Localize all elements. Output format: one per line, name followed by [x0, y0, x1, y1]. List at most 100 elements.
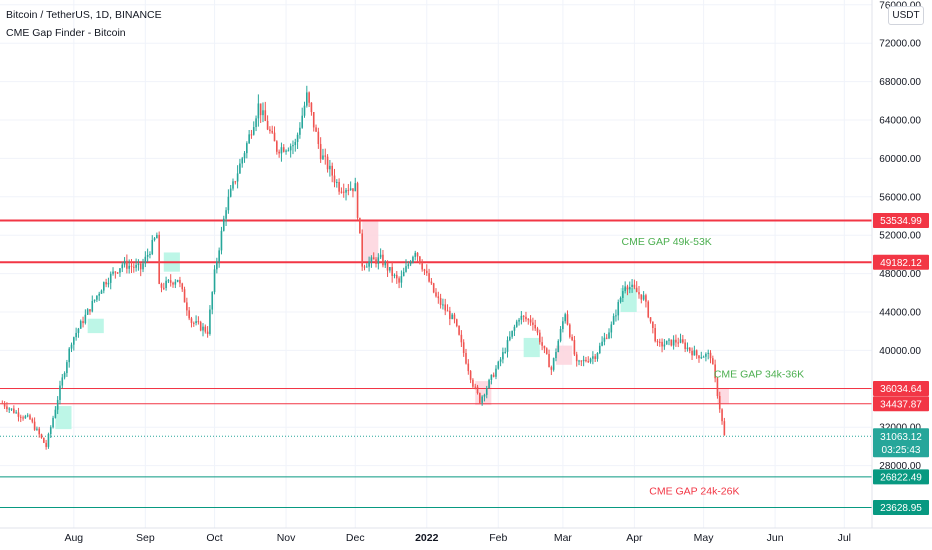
- candle-body: [100, 290, 103, 294]
- gap-box: [55, 406, 72, 430]
- candle-body: [465, 353, 467, 364]
- candle-body: [437, 296, 440, 299]
- candle-body: [299, 127, 301, 135]
- candle-body: [661, 341, 663, 347]
- candle-body: [107, 282, 110, 285]
- candle-body: [188, 310, 190, 319]
- candle-body: [594, 356, 596, 359]
- candle-body: [24, 416, 27, 419]
- candle-body: [712, 358, 714, 365]
- candle-body: [624, 286, 626, 292]
- candle-body: [596, 353, 599, 359]
- candle-body: [610, 324, 613, 333]
- candle-body: [174, 281, 177, 285]
- candle-body: [183, 289, 186, 303]
- candle-body: [13, 408, 15, 413]
- chart-symbol-title[interactable]: Bitcoin / TetherUS, 1D, BINANCE: [6, 9, 162, 21]
- candle-body: [156, 234, 158, 239]
- candle-body: [684, 342, 686, 349]
- candle-body: [218, 250, 220, 262]
- candle-body: [197, 321, 200, 323]
- candle-body: [146, 254, 149, 257]
- candle-body: [603, 337, 606, 342]
- price-badge: [873, 500, 929, 516]
- candle-body: [292, 145, 294, 147]
- candle-body: [96, 295, 98, 300]
- candle-body: [721, 409, 723, 422]
- candle-body: [693, 350, 696, 356]
- price-tick-label: 72000.00: [879, 39, 921, 50]
- candle-body: [169, 280, 172, 283]
- time-tick-label: Sep: [136, 532, 155, 544]
- candle-body: [460, 334, 463, 343]
- candle-body: [6, 406, 8, 410]
- candle-body: [135, 264, 137, 268]
- candle-body: [481, 396, 483, 403]
- candle-body: [248, 134, 250, 144]
- candle-body: [442, 304, 444, 306]
- candle-body: [622, 291, 624, 298]
- gap-annotations: CME GAP 49k-53K CME GAP 34k-36K CME GAP 24…: [622, 236, 805, 498]
- candle-body: [10, 408, 13, 410]
- candle-body: [269, 129, 271, 132]
- candle-body: [86, 309, 89, 315]
- candle-body: [329, 165, 331, 170]
- candle-body: [345, 189, 347, 193]
- indicator-label[interactable]: CME Gap Finder - Bitcoin: [6, 27, 126, 39]
- candle-body: [296, 134, 299, 142]
- candle-body: [137, 263, 140, 265]
- candle-body: [425, 270, 428, 274]
- candle-body: [162, 287, 165, 289]
- candle-body: [192, 322, 195, 324]
- candle-body: [472, 379, 474, 387]
- candle-body: [502, 352, 504, 360]
- candle-body: [259, 103, 262, 116]
- candle-body: [165, 280, 167, 288]
- candle-body: [608, 332, 610, 339]
- candle-body: [665, 340, 668, 345]
- candle-body: [312, 112, 315, 128]
- candle-body: [398, 278, 400, 283]
- candle-body: [352, 188, 354, 192]
- candle-body: [483, 394, 486, 397]
- candle-body: [718, 396, 721, 410]
- candle-body: [324, 155, 327, 157]
- price-tick-label: 60000.00: [879, 154, 921, 165]
- candle-body: [285, 150, 287, 152]
- candle-body: [239, 163, 241, 174]
- candle-body: [668, 339, 670, 341]
- candle-body: [375, 259, 377, 264]
- candle-body: [149, 253, 151, 255]
- gap-box: [362, 220, 379, 263]
- candle-body: [527, 319, 530, 321]
- candle-body: [84, 314, 87, 324]
- candle-body: [317, 131, 320, 145]
- cme-gap-boxes: [55, 220, 729, 430]
- candle-body: [642, 295, 645, 300]
- candle-body: [77, 328, 80, 333]
- price-tick-label: 44000.00: [879, 308, 921, 319]
- candle-body: [123, 260, 126, 265]
- candle-body: [412, 256, 414, 263]
- price-tick-label: 68000.00: [879, 77, 921, 88]
- candle-body: [354, 183, 357, 192]
- candle-body: [575, 354, 578, 362]
- candle-body: [532, 322, 534, 325]
- candle-body: [119, 268, 121, 273]
- currency-selector[interactable]: USDT: [888, 6, 924, 25]
- candle-body: [105, 282, 107, 285]
- time-tick-label: Dec: [346, 532, 365, 544]
- candle-body: [303, 105, 306, 116]
- candle-body: [382, 254, 384, 266]
- candle-body: [322, 155, 324, 160]
- candle-body: [266, 120, 269, 130]
- candle-body: [615, 315, 617, 317]
- time-tick-label: Oct: [206, 532, 222, 544]
- candle-body: [628, 286, 631, 290]
- candle-body: [439, 298, 442, 305]
- price-badge: [873, 396, 929, 412]
- time-tick-label: Aug: [64, 532, 83, 544]
- candle-body: [8, 408, 11, 410]
- candle-body: [202, 326, 204, 331]
